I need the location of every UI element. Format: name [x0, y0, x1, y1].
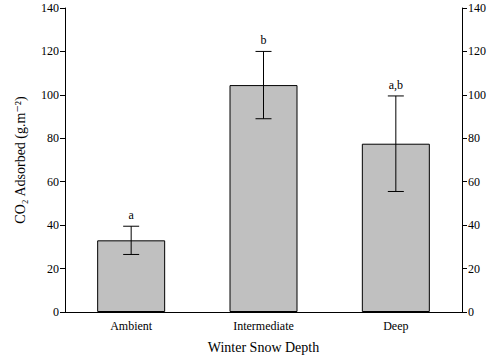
svg-text:Winter Snow Depth: Winter Snow Depth: [208, 340, 319, 355]
svg-text:CO₂ Adsorbed (g.m⁻²): CO₂ Adsorbed (g.m⁻²): [13, 96, 29, 224]
svg-text:0: 0: [53, 305, 59, 319]
svg-text:80: 80: [468, 131, 480, 145]
svg-text:100: 100: [41, 88, 59, 102]
svg-text:140: 140: [41, 1, 59, 15]
svg-text:Intermediate: Intermediate: [233, 319, 294, 333]
svg-text:120: 120: [468, 44, 486, 58]
svg-text:60: 60: [47, 175, 59, 189]
svg-text:80: 80: [47, 131, 59, 145]
svg-text:20: 20: [468, 262, 480, 276]
svg-text:a: a: [129, 208, 135, 222]
svg-text:40: 40: [47, 218, 59, 232]
svg-text:140: 140: [468, 1, 486, 15]
svg-text:Ambient: Ambient: [110, 319, 153, 333]
svg-text:a,b: a,b: [389, 78, 403, 92]
svg-text:20: 20: [47, 262, 59, 276]
svg-text:40: 40: [468, 218, 480, 232]
svg-text:Deep: Deep: [383, 319, 408, 333]
svg-text:120: 120: [41, 44, 59, 58]
svg-text:60: 60: [468, 175, 480, 189]
svg-text:b: b: [261, 33, 267, 47]
svg-text:100: 100: [468, 88, 486, 102]
svg-text:0: 0: [468, 305, 474, 319]
